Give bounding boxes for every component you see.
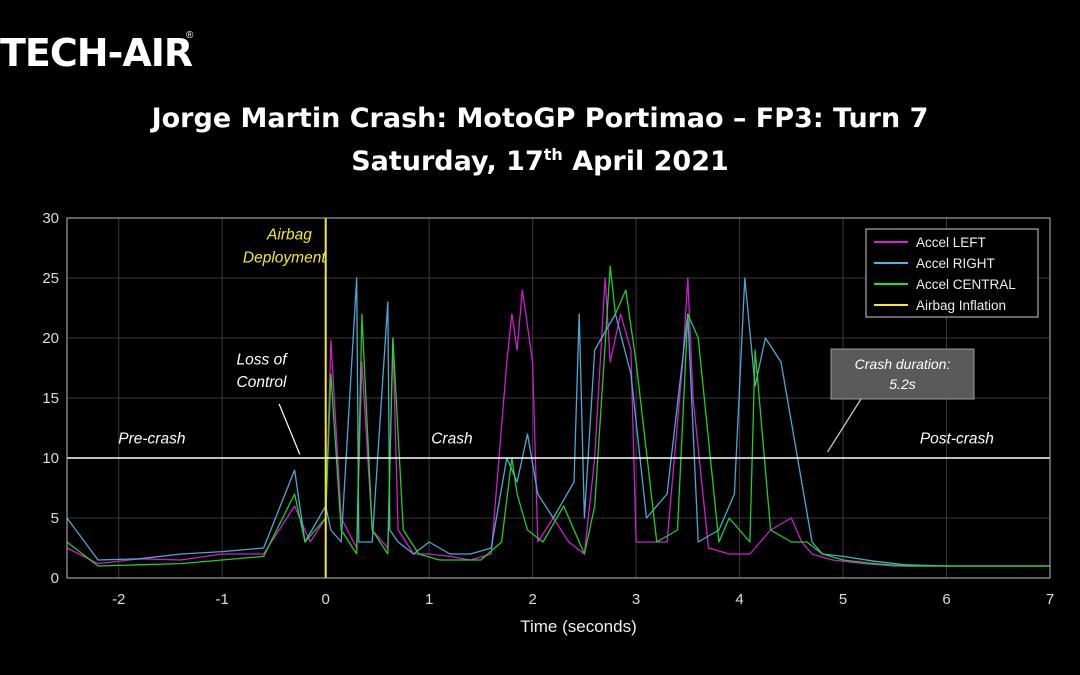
callout-line-1: Crash duration: xyxy=(855,356,951,372)
x-tick-label: 2 xyxy=(528,591,536,608)
series-line-left xyxy=(66,277,1050,567)
y-tick-label: 0 xyxy=(51,570,59,587)
crash-acceleration-chart: Airbag Deployment Loss of Control Pre-crash C… xyxy=(42,210,1054,636)
chart-title: Jorge Martin Crash: MotoGP Portimao – FP… xyxy=(151,103,929,134)
registered-mark: ® xyxy=(186,30,194,41)
x-tick-label: -1 xyxy=(216,591,229,608)
x-tick-label: -2 xyxy=(112,591,125,608)
legend-label: Airbag Inflation xyxy=(916,298,1006,313)
callout-pointer xyxy=(827,398,862,453)
annotation-layer: Airbag Deployment Loss of Control Pre-crash C… xyxy=(67,227,1050,459)
annotation-text: Post-crash xyxy=(920,431,994,448)
callout-box xyxy=(830,348,975,400)
annotation-text: Control xyxy=(237,374,288,391)
y-tick-label: 20 xyxy=(42,330,59,347)
series-line-right xyxy=(66,277,1050,567)
annotation-text: Crash xyxy=(431,431,472,448)
y-tick-label: 10 xyxy=(42,450,59,467)
annotation-text: Pre-crash xyxy=(118,431,185,448)
x-axis-label: Time (seconds) xyxy=(520,617,637,636)
series-layer xyxy=(66,218,1050,578)
annotation-text: Airbag xyxy=(266,227,312,244)
legend-box xyxy=(865,228,1039,318)
subtitle-superscript: th xyxy=(543,145,563,164)
x-tick-label: 5 xyxy=(839,591,847,608)
tech-air-logo: TECH-AIR ® xyxy=(0,28,200,78)
subtitle-main: Saturday, 17 xyxy=(351,146,544,177)
plot-frame xyxy=(66,217,1051,579)
callout-line-2: 5.2s xyxy=(889,376,915,392)
chart-subtitle: Saturday, 17th April 2021 xyxy=(0,146,1080,177)
x-tick-label: 4 xyxy=(735,591,743,608)
x-tick-label: 1 xyxy=(425,591,433,608)
y-tick-label: 30 xyxy=(42,210,59,227)
x-tick-label: 6 xyxy=(942,591,950,608)
legend-label: Accel RIGHT xyxy=(916,256,995,271)
x-tick-label: 3 xyxy=(632,591,640,608)
annotation-text: Loss of xyxy=(237,351,289,368)
axes-layer: -2 -1 0 1 2 3 4 5 6 7 0 5 10 15 20 25 30 Time (seconds) xyxy=(42,210,1054,636)
legend-label: Accel CENTRAL xyxy=(916,277,1016,292)
legend: Accel LEFT Accel RIGHT Accel CENTRAL Airbag… xyxy=(865,228,1039,318)
legend-label: Accel LEFT xyxy=(916,235,986,250)
x-tick-label: 7 xyxy=(1046,591,1054,608)
y-tick-label: 5 xyxy=(51,510,59,527)
y-tick-label: 25 xyxy=(42,270,59,287)
crash-duration-callout: Crash duration: 5.2s xyxy=(827,348,975,453)
logo-text: TECH-AIR xyxy=(0,31,193,75)
subtitle-end: April 2021 xyxy=(562,146,729,177)
x-tick-label: 0 xyxy=(322,591,330,608)
loss-of-control-pointer xyxy=(278,403,301,455)
y-tick-label: 15 xyxy=(42,390,59,407)
annotation-text: Deployment xyxy=(243,249,326,266)
